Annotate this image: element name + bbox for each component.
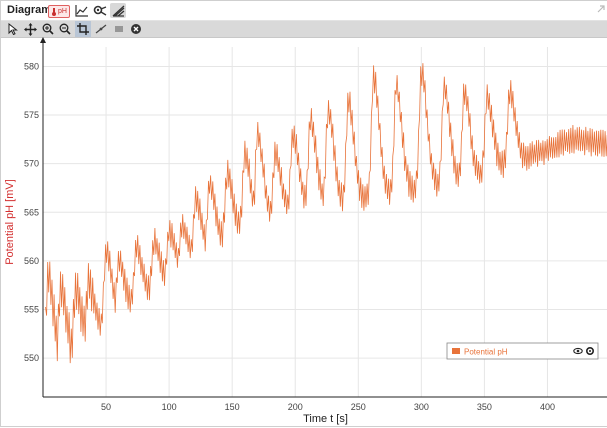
y-tick-label: 560 <box>24 256 39 266</box>
legend-label: Potential pH <box>464 348 508 357</box>
y-tick-labels: 550 555 560 565 570 575 580 <box>24 61 39 363</box>
expand-icon <box>596 4 606 14</box>
y-tick-label: 580 <box>24 61 39 71</box>
legend-swatch <box>452 348 460 354</box>
line-chart-icon[interactable] <box>73 3 89 18</box>
pan-move-icon[interactable] <box>22 21 38 37</box>
ruler-icon[interactable] <box>110 3 126 18</box>
window-titlebar: Diagram pH <box>1 1 607 21</box>
x-tick-label: 50 <box>101 402 111 412</box>
x-tick-label: 150 <box>225 402 240 412</box>
average-icon[interactable] <box>111 21 127 37</box>
diagram-toolbar <box>1 21 607 38</box>
x-tick-label: 100 <box>162 402 177 412</box>
y-tick-label: 550 <box>24 353 39 363</box>
y-axis-label: Potential pH [mV] <box>4 179 16 265</box>
window-title: Diagram <box>7 4 51 16</box>
clear-icon[interactable] <box>128 21 144 37</box>
y-tick-label: 575 <box>24 110 39 120</box>
select-arrow-icon[interactable] <box>5 21 21 37</box>
x-axis-label: Time t [s] <box>303 413 348 425</box>
y-axis-arrow <box>40 37 46 43</box>
x-tick-label: 250 <box>351 402 366 412</box>
x-tick-label: 300 <box>414 402 429 412</box>
y-tick-label: 570 <box>24 159 39 169</box>
settings-analysis-icon[interactable] <box>92 3 108 18</box>
zoom-in-icon[interactable] <box>40 21 56 37</box>
x-tick-label: 400 <box>540 402 555 412</box>
sensor-badge-label: pH <box>58 6 67 17</box>
tangent-icon[interactable] <box>93 21 109 37</box>
zoom-out-icon[interactable] <box>57 21 73 37</box>
series-line-potential-ph <box>46 63 607 363</box>
zoom-box-icon[interactable] <box>75 21 91 37</box>
y-tick-label: 555 <box>24 305 39 315</box>
legend[interactable]: Potential pH <box>447 343 598 359</box>
sensor-badge[interactable]: pH <box>48 5 70 18</box>
x-tick-labels: 50 100 150 200 250 300 350 400 <box>101 402 555 412</box>
y-tick-label: 565 <box>24 207 39 217</box>
sensor-probe-icon <box>51 8 57 16</box>
window-corner-icons[interactable] <box>596 4 606 17</box>
x-tick-label: 350 <box>477 402 492 412</box>
x-tick-label: 200 <box>288 402 303 412</box>
